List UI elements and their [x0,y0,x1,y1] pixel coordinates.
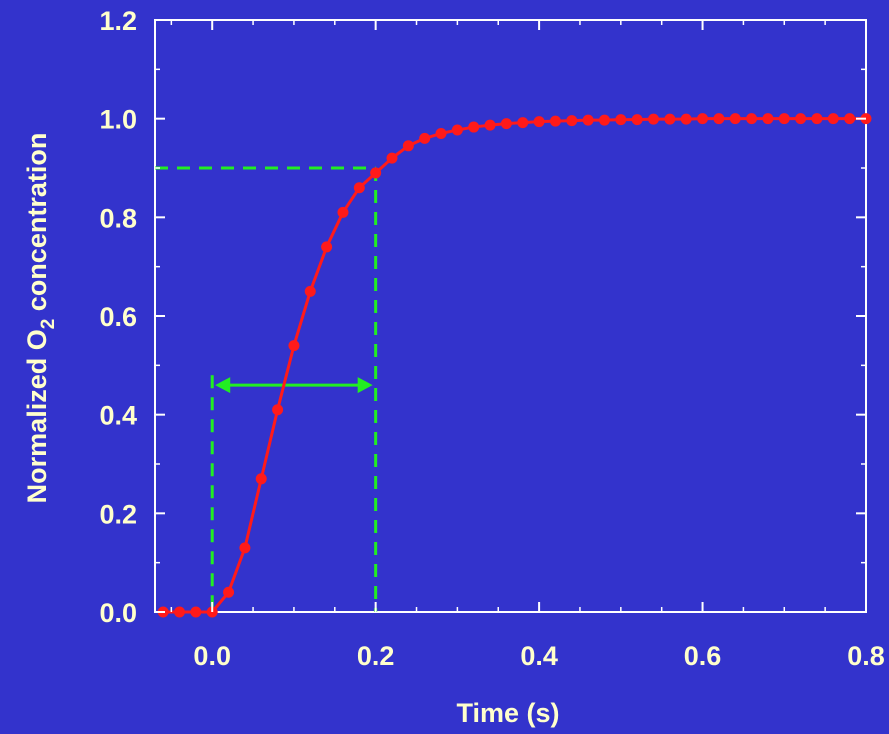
data-point [598,114,610,126]
data-point [288,340,300,352]
data-point [500,118,512,130]
data-point [435,127,447,139]
data-point [353,182,365,194]
data-point [272,404,284,416]
data-point [827,113,839,125]
y-axis-title-suffix: concentration [22,133,52,319]
data-point [582,114,594,126]
data-point [697,113,709,125]
y-tick-label: 0.0 [99,598,137,628]
data-point [648,113,660,125]
data-point [174,606,186,618]
rise-time-arrowhead-right [357,377,373,394]
rise-time-annotations [155,166,378,612]
data-point [468,121,480,133]
data-point [517,117,529,129]
data-point [680,113,692,125]
data-point [386,152,398,164]
data-point [484,119,496,131]
data-point [533,116,545,128]
y-tick-label: 0.4 [99,401,137,431]
data-point [549,115,561,127]
data-point [370,167,382,179]
data-point [566,115,578,127]
x-tick-label: 0.8 [847,641,885,671]
x-tick-label: 0.2 [357,641,395,671]
y-axis-title: Normalized O2 concentration [22,133,59,504]
data-point [419,132,431,144]
data-point [615,114,627,126]
y-tick-label: 1.0 [99,105,137,135]
data-point [190,606,202,618]
data-point [746,113,758,125]
x-axis: 0.0 0.2 0.4 0.6 0.8 [170,20,885,671]
plot-border [154,19,867,613]
y-axis-title-subscript: 2 [38,319,59,330]
rise-time-arrowhead-left [215,377,231,394]
data-point [713,113,725,125]
y-tick-label: 0.6 [99,302,137,332]
x-tick-label: 0.0 [193,641,231,671]
data-point [811,113,823,125]
data-series [157,113,872,618]
x-axis-title: Time (s) [456,698,559,728]
data-point [337,206,349,218]
series-line [163,117,866,614]
data-point [255,473,267,485]
y-tick-label: 0.8 [99,203,137,233]
x-tick-label: 0.6 [684,641,722,671]
x-tick-label: 0.4 [520,641,558,671]
data-point [664,113,676,125]
data-point [239,542,251,554]
data-point [321,241,333,253]
data-point [402,140,414,152]
data-point [795,113,807,125]
y-axis: 0.0 0.2 0.4 0.6 0.8 1.0 1.2 [99,6,866,628]
data-point [844,113,856,125]
plot-frame [154,19,867,613]
data-point [729,113,741,125]
data-point [778,113,790,125]
data-point [762,113,774,125]
data-point [223,586,235,598]
y-tick-label: 1.2 [99,6,137,36]
y-tick-label: 0.2 [99,499,137,529]
data-point [631,114,643,126]
y-axis-title-prefix: Normalized O [22,329,52,503]
data-point [304,285,316,297]
data-point [451,124,463,136]
